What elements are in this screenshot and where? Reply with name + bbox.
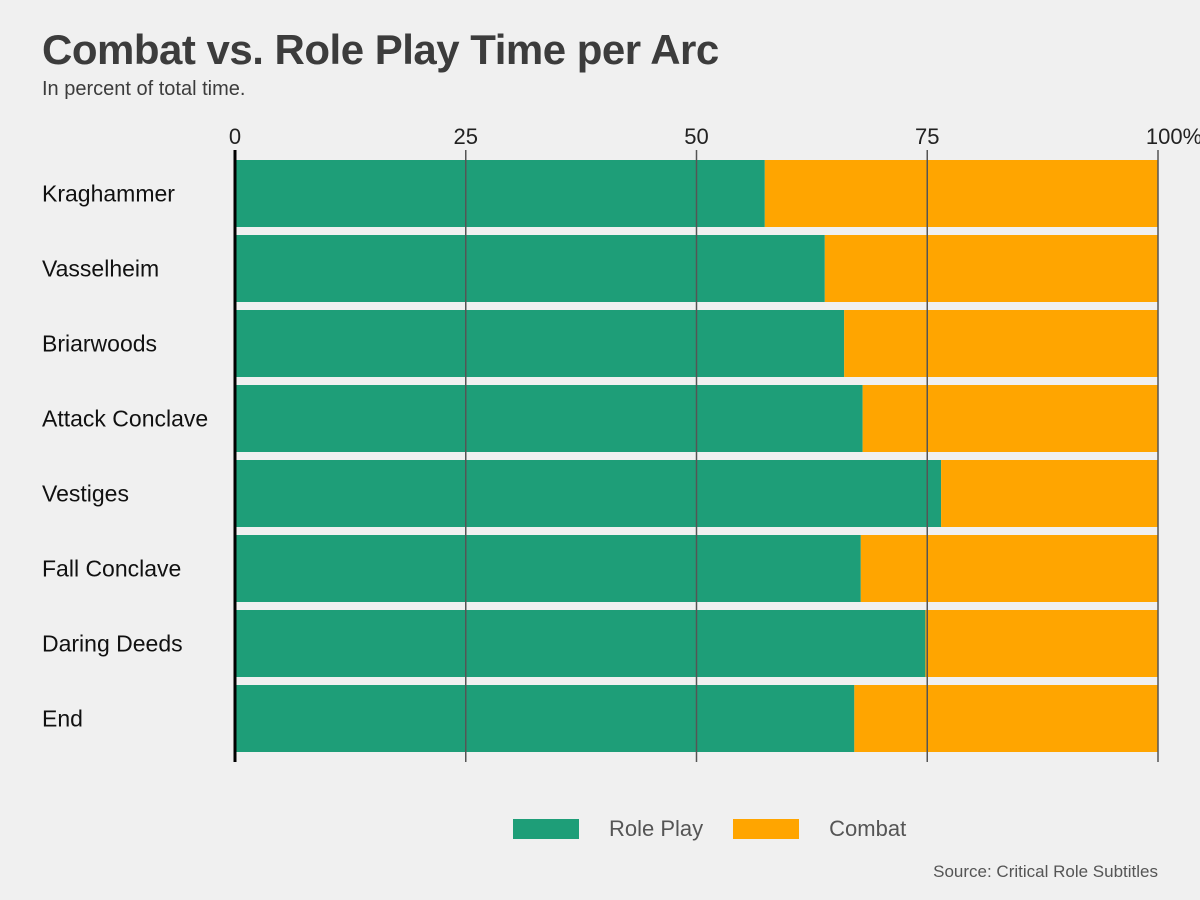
bar-combat-5 (941, 460, 1158, 527)
category-label-2: Vasselheim (42, 256, 159, 282)
category-label-4: Attack Conclave (42, 406, 208, 432)
x-tick-label-100: 100% (1146, 124, 1200, 149)
bar-combat-3 (844, 310, 1158, 377)
bar-combat-8 (854, 685, 1158, 752)
category-label-3: Briarwoods (42, 331, 157, 357)
bar-combat-4 (862, 385, 1158, 452)
bar-combat-6 (860, 535, 1158, 602)
legend-swatch-combat (733, 819, 800, 839)
category-label-7: Daring Deeds (42, 631, 183, 657)
bar-role-play-1 (235, 160, 765, 227)
bar-combat-1 (764, 160, 1158, 227)
bar-role-play-6 (235, 535, 861, 602)
category-label-1: Kraghammer (42, 181, 175, 207)
bar-combat-7 (925, 610, 1158, 677)
x-tick-label-0: 0 (229, 124, 241, 149)
bar-combat-2 (824, 235, 1158, 302)
bar-role-play-4 (235, 385, 863, 452)
category-label-6: Fall Conclave (42, 556, 181, 582)
legend-label-combat: Combat (829, 816, 907, 841)
legend-swatch-role-play (513, 819, 579, 839)
chart-legend: Role Play Combat (513, 816, 936, 842)
bar-role-play-7 (235, 610, 926, 677)
category-label-5: Vestiges (42, 481, 129, 507)
x-tick-label-50: 50 (684, 124, 708, 149)
category-label-8: End (42, 706, 83, 732)
chart-title: Combat vs. Role Play Time per Arc (42, 26, 719, 73)
bar-role-play-5 (235, 460, 942, 527)
source-note: Source: Critical Role Subtitles (933, 862, 1158, 881)
bar-role-play-3 (235, 310, 845, 377)
chart-subtitle: In percent of total time. (42, 78, 246, 100)
x-tick-label-75: 75 (915, 124, 939, 149)
bar-role-play-8 (235, 685, 855, 752)
x-tick-label-25: 25 (454, 124, 478, 149)
bar-role-play-2 (235, 235, 825, 302)
legend-label-role-play: Role Play (609, 816, 704, 841)
